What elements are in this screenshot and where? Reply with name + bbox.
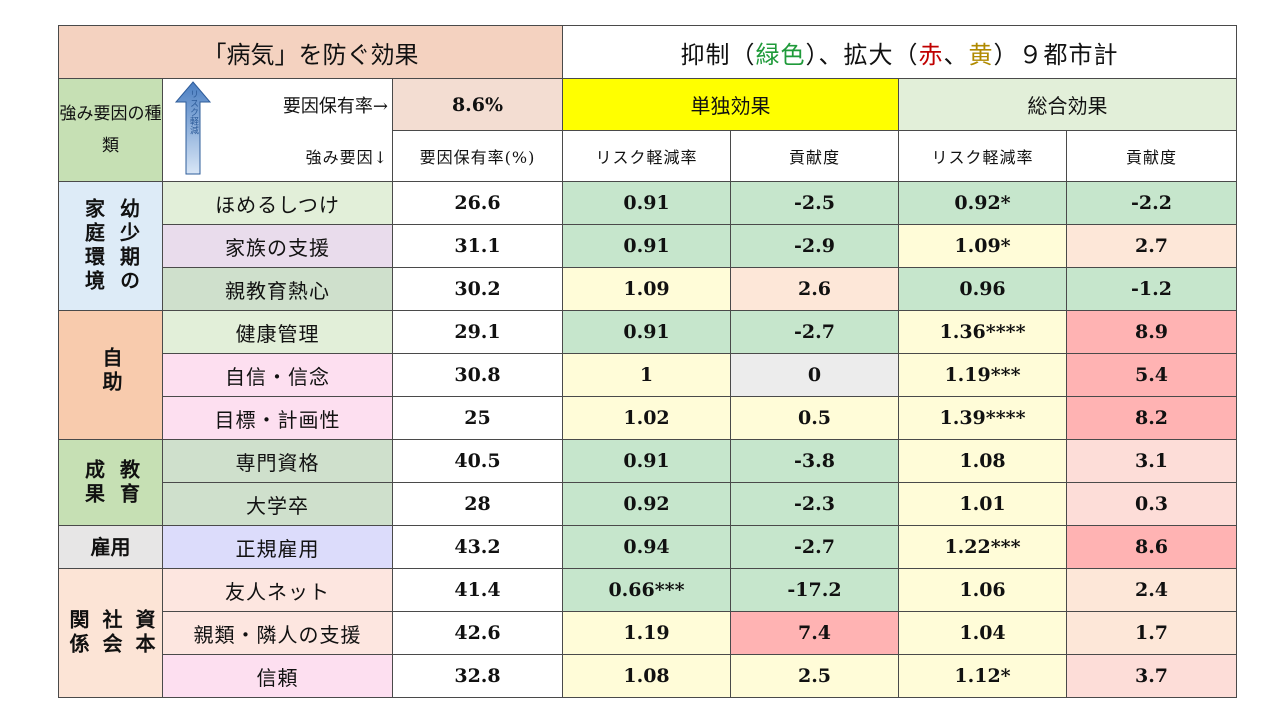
factor-label: 家族の支援 [162, 224, 393, 268]
total-contrib-cell: 3.1 [1066, 439, 1237, 483]
single-contrib-cell: 2.6 [730, 267, 899, 311]
legend-green: 緑色 [755, 40, 806, 69]
single-risk-cell: 0.91 [562, 181, 731, 225]
single-risk-cell: 1.09 [562, 267, 731, 311]
single-risk-cell: 0.91 [562, 439, 731, 483]
single-contrib-cell: -2.9 [730, 224, 899, 268]
col-single-contrib-header: 貢献度 [730, 130, 899, 182]
strength-kind-label: 強み要因の種類 [58, 78, 163, 182]
single-contrib-cell: -2.5 [730, 181, 899, 225]
col-total-contrib-header: 貢献度 [1066, 130, 1237, 182]
factor-label: ほめるしつけ [162, 181, 393, 225]
rate-cell: 32.8 [392, 654, 563, 698]
title-right: 抑制（緑色）、拡大（赤、黄）９都市計 [562, 25, 1237, 79]
total-effect-header: 総合効果 [898, 78, 1237, 131]
factor-label: 親教育熱心 [162, 267, 393, 311]
single-contrib-cell: -2.7 [730, 525, 899, 569]
arrow-label: リスク軽減 [188, 90, 199, 136]
legend-yellow: 黄 [968, 40, 994, 69]
total-risk-cell: 1.09* [898, 224, 1067, 268]
total-risk-cell: 1.08 [898, 439, 1067, 483]
factor-label: 友人ネット [162, 568, 393, 612]
total-risk-cell: 1.06 [898, 568, 1067, 612]
factor-label: 親類・隣人の支援 [162, 611, 393, 655]
rate-cell: 41.4 [392, 568, 563, 612]
single-risk-cell: 0.94 [562, 525, 731, 569]
total-risk-cell: 1.39**** [898, 396, 1067, 440]
factor-label: 信頼 [162, 654, 393, 698]
total-contrib-cell: 8.6 [1066, 525, 1237, 569]
rate-cell: 28 [392, 482, 563, 526]
total-contrib-cell: 8.2 [1066, 396, 1237, 440]
single-risk-cell: 0.66*** [562, 568, 731, 612]
effect-table: 「病気」を防ぐ効果 抑制（緑色）、拡大（赤、黄）９都市計 強み要因の種類 リスク… [58, 25, 1237, 698]
total-risk-cell: 1.04 [898, 611, 1067, 655]
single-contrib-cell: 0.5 [730, 396, 899, 440]
rate-cell: 26.6 [392, 181, 563, 225]
total-contrib-cell: 5.4 [1066, 353, 1237, 397]
single-risk-cell: 1.02 [562, 396, 731, 440]
col-total-risk-header: リスク軽減率 [898, 130, 1067, 182]
single-contrib-cell: -2.3 [730, 482, 899, 526]
total-contrib-cell: 2.7 [1066, 224, 1237, 268]
factor-label: 大学卒 [162, 482, 393, 526]
risk-arrow: リスク軽減 [162, 78, 223, 182]
total-risk-cell: 0.92* [898, 181, 1067, 225]
factor-label: 健康管理 [162, 310, 393, 354]
factor-label: 自信・信念 [162, 353, 393, 397]
total-risk-cell: 1.22*** [898, 525, 1067, 569]
category-self-help: 自助 [58, 310, 163, 440]
single-contrib-cell: 0 [730, 353, 899, 397]
title-left: 「病気」を防ぐ効果 [58, 25, 563, 79]
single-risk-cell: 0.92 [562, 482, 731, 526]
total-contrib-cell: -1.2 [1066, 267, 1237, 311]
factor-label: 専門資格 [162, 439, 393, 483]
total-contrib-cell: 2.4 [1066, 568, 1237, 612]
rate-cell: 42.6 [392, 611, 563, 655]
rate-cell: 29.1 [392, 310, 563, 354]
category-social-capital: 関係 社会 資本 [58, 568, 163, 698]
category-family: 家庭環境 幼少期の [58, 181, 163, 311]
single-contrib-cell: -3.8 [730, 439, 899, 483]
col-single-risk-header: リスク軽減率 [562, 130, 731, 182]
single-contrib-cell: 7.4 [730, 611, 899, 655]
total-risk-cell: 1.01 [898, 482, 1067, 526]
legend-red: 赤 [918, 40, 944, 69]
col-rate-header: 要因保有率(%) [392, 130, 563, 182]
rate-value: 8.6% [392, 78, 563, 131]
factor-label: 目標・計画性 [162, 396, 393, 440]
rate-cell: 25 [392, 396, 563, 440]
single-contrib-cell: 2.5 [730, 654, 899, 698]
total-contrib-cell: 8.9 [1066, 310, 1237, 354]
single-risk-cell: 1.08 [562, 654, 731, 698]
total-risk-cell: 1.12* [898, 654, 1067, 698]
total-contrib-cell: 1.7 [1066, 611, 1237, 655]
rate-cell: 31.1 [392, 224, 563, 268]
single-contrib-cell: -2.7 [730, 310, 899, 354]
total-risk-cell: 0.96 [898, 267, 1067, 311]
rate-cell: 43.2 [392, 525, 563, 569]
single-risk-cell: 0.91 [562, 310, 731, 354]
total-risk-cell: 1.19*** [898, 353, 1067, 397]
single-risk-cell: 1.19 [562, 611, 731, 655]
rate-cell: 40.5 [392, 439, 563, 483]
total-contrib-cell: -2.2 [1066, 181, 1237, 225]
rate-cell: 30.2 [392, 267, 563, 311]
rate-label: 要因保有率→ [222, 78, 393, 131]
strength-factor-label: 強み要因↓ [222, 130, 393, 182]
single-effect-header: 単独効果 [562, 78, 899, 131]
single-contrib-cell: -17.2 [730, 568, 899, 612]
rate-cell: 30.8 [392, 353, 563, 397]
total-contrib-cell: 0.3 [1066, 482, 1237, 526]
single-risk-cell: 0.91 [562, 224, 731, 268]
category-education: 成果 教育 [58, 439, 163, 526]
total-contrib-cell: 3.7 [1066, 654, 1237, 698]
single-risk-cell: 1 [562, 353, 731, 397]
category-employment: 雇用 [58, 525, 163, 569]
total-risk-cell: 1.36**** [898, 310, 1067, 354]
up-arrow-icon: リスク軽減 [174, 81, 211, 175]
factor-label: 正規雇用 [162, 525, 393, 569]
